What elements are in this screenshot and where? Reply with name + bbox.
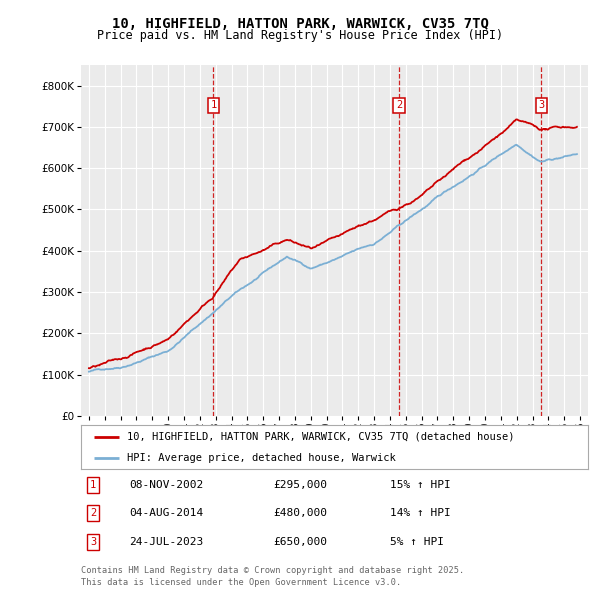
Text: 04-AUG-2014: 04-AUG-2014 — [129, 509, 203, 518]
Text: 14% ↑ HPI: 14% ↑ HPI — [390, 509, 451, 518]
Text: 1: 1 — [211, 100, 217, 110]
Text: Contains HM Land Registry data © Crown copyright and database right 2025.
This d: Contains HM Land Registry data © Crown c… — [81, 566, 464, 587]
Text: 2: 2 — [396, 100, 402, 110]
Text: £480,000: £480,000 — [273, 509, 327, 518]
Text: 3: 3 — [90, 537, 96, 546]
Text: HPI: Average price, detached house, Warwick: HPI: Average price, detached house, Warw… — [127, 453, 395, 463]
Text: 24-JUL-2023: 24-JUL-2023 — [129, 537, 203, 546]
Text: £295,000: £295,000 — [273, 480, 327, 490]
Text: 10, HIGHFIELD, HATTON PARK, WARWICK, CV35 7TQ (detached house): 10, HIGHFIELD, HATTON PARK, WARWICK, CV3… — [127, 432, 514, 442]
Text: 10, HIGHFIELD, HATTON PARK, WARWICK, CV35 7TQ: 10, HIGHFIELD, HATTON PARK, WARWICK, CV3… — [112, 17, 488, 31]
Text: 08-NOV-2002: 08-NOV-2002 — [129, 480, 203, 490]
Text: £650,000: £650,000 — [273, 537, 327, 546]
Text: 3: 3 — [538, 100, 545, 110]
Text: 5% ↑ HPI: 5% ↑ HPI — [390, 537, 444, 546]
Text: Price paid vs. HM Land Registry's House Price Index (HPI): Price paid vs. HM Land Registry's House … — [97, 30, 503, 42]
Text: 1: 1 — [90, 480, 96, 490]
Text: 15% ↑ HPI: 15% ↑ HPI — [390, 480, 451, 490]
Text: 2: 2 — [90, 509, 96, 518]
